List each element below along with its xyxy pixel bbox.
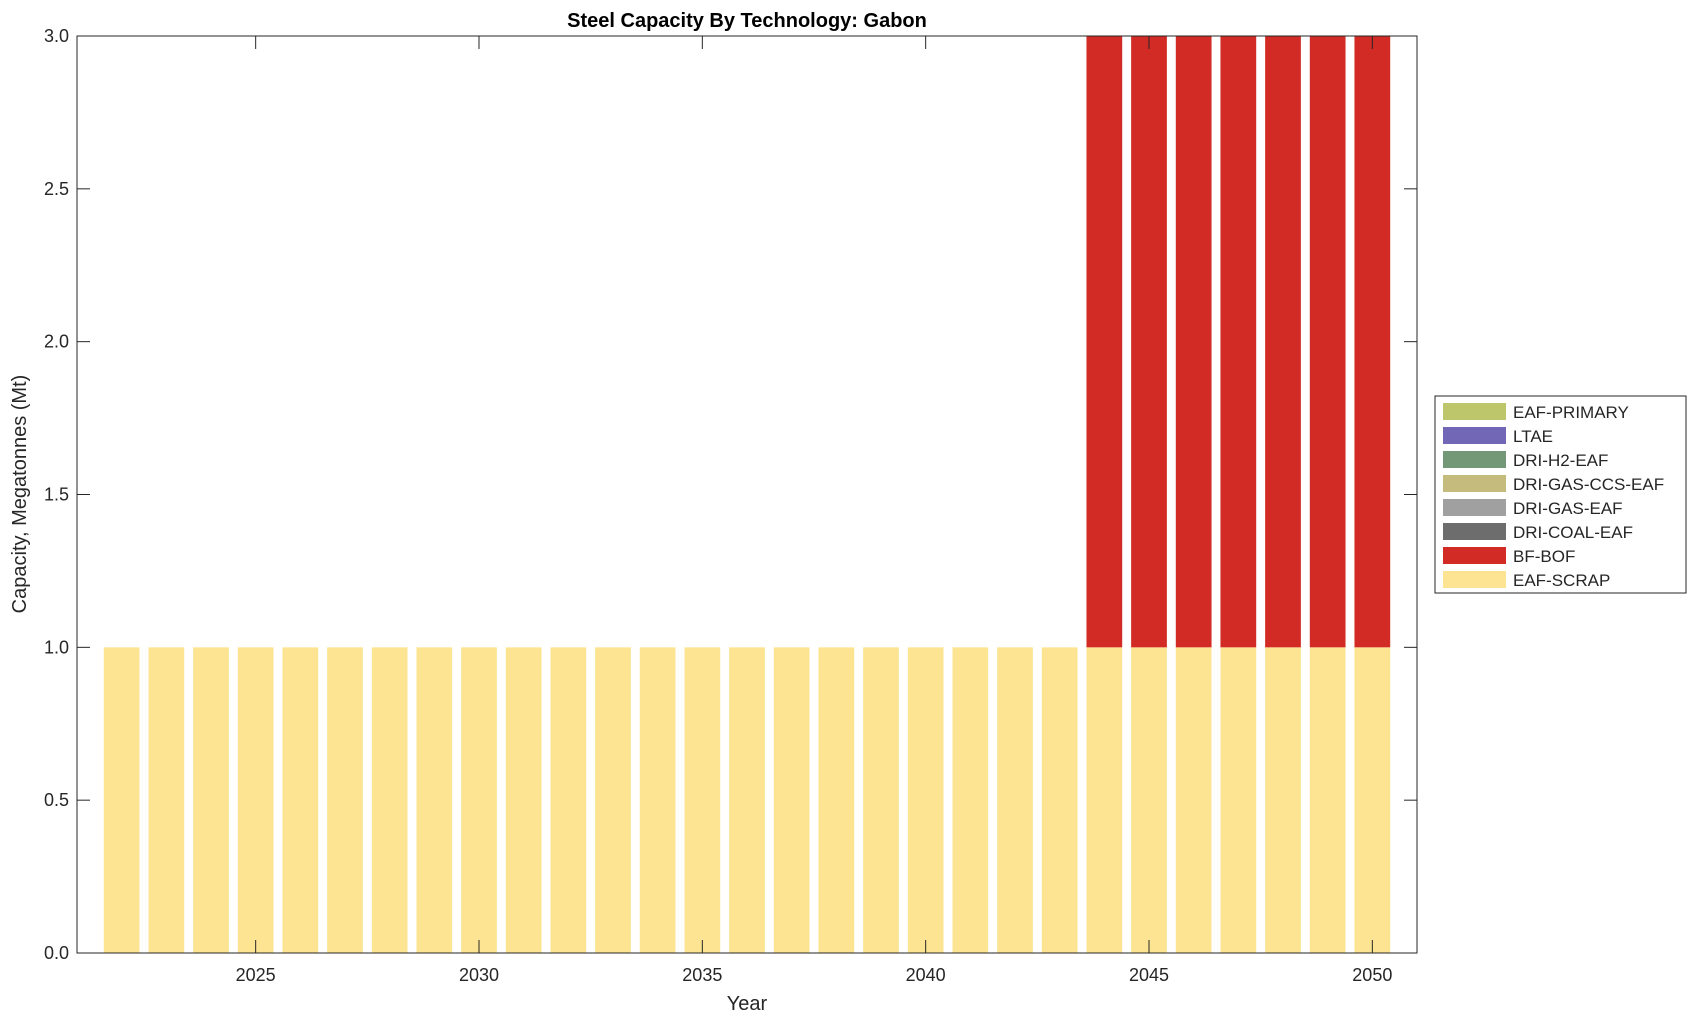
legend-swatch-ltae bbox=[1443, 427, 1506, 444]
legend-label: DRI-GAS-EAF bbox=[1513, 499, 1623, 518]
bar-eaf-scrap-2046 bbox=[1175, 647, 1212, 953]
bar-eaf-scrap-2032 bbox=[550, 647, 587, 953]
bar-bf-bof-2047 bbox=[1220, 36, 1257, 648]
bar-eaf-scrap-2025 bbox=[237, 647, 274, 953]
bar-eaf-scrap-2039 bbox=[863, 647, 899, 953]
bar-eaf-scrap-2036 bbox=[729, 647, 765, 953]
bar-eaf-scrap-2029 bbox=[416, 647, 453, 953]
chart-title: Steel Capacity By Technology: Gabon bbox=[567, 10, 927, 32]
bar-eaf-scrap-2035 bbox=[684, 647, 721, 953]
legend-swatch-dri-gas-eaf bbox=[1443, 499, 1506, 516]
bar-eaf-scrap-2038 bbox=[818, 647, 855, 953]
legend-swatch-dri-coal-eaf bbox=[1443, 523, 1506, 540]
legend-label: LTAE bbox=[1513, 427, 1553, 446]
bar-eaf-scrap-2042 bbox=[997, 647, 1033, 953]
bar-eaf-scrap-2031 bbox=[505, 647, 542, 953]
bars-group bbox=[103, 36, 1391, 953]
axes-group: 2025 2030 2035 2040 2045 2050 0.0 0.5 1.0 1.5 2.0 2… bbox=[44, 26, 1418, 985]
y-tick-label: 0.5 bbox=[44, 790, 69, 810]
x-tick-label: 2030 bbox=[459, 965, 499, 985]
bar-eaf-scrap-2050 bbox=[1354, 647, 1391, 953]
legend-label: BF-BOF bbox=[1513, 547, 1575, 566]
y-tick-label: 2.0 bbox=[44, 332, 69, 352]
x-tick-label: 2035 bbox=[682, 965, 722, 985]
bar-eaf-scrap-2047 bbox=[1220, 647, 1257, 953]
bar-eaf-scrap-2044 bbox=[1086, 647, 1123, 953]
bar-bf-bof-2050 bbox=[1354, 36, 1391, 648]
legend-label: DRI-GAS-CCS-EAF bbox=[1513, 475, 1664, 494]
legend-swatch-bf-bof bbox=[1443, 547, 1506, 564]
y-tick-label: 2.5 bbox=[44, 179, 69, 199]
bar-eaf-scrap-2024 bbox=[193, 647, 229, 953]
bar-eaf-scrap-2028 bbox=[371, 647, 408, 953]
legend-swatch-eaf-primary bbox=[1443, 403, 1506, 420]
bar-bf-bof-2044 bbox=[1086, 36, 1123, 648]
y-tick-label: 1.0 bbox=[44, 637, 69, 657]
legend-label: EAF-PRIMARY bbox=[1513, 403, 1629, 422]
bar-bf-bof-2049 bbox=[1309, 36, 1346, 648]
x-axis-label: Year bbox=[727, 993, 768, 1015]
bar-eaf-scrap-2030 bbox=[461, 647, 497, 953]
bar-eaf-scrap-2022 bbox=[103, 647, 140, 953]
legend-label: EAF-SCRAP bbox=[1513, 571, 1610, 590]
bar-eaf-scrap-2040 bbox=[907, 647, 944, 953]
bar-eaf-scrap-2037 bbox=[773, 647, 810, 953]
x-tick-label: 2040 bbox=[906, 965, 946, 985]
bar-eaf-scrap-2049 bbox=[1309, 647, 1346, 953]
bar-eaf-scrap-2023 bbox=[148, 647, 185, 953]
y-axis-label: Capacity, Megatonnes (Mt) bbox=[9, 375, 31, 614]
y-tick-label: 0.0 bbox=[44, 943, 69, 963]
x-tick-label: 2025 bbox=[236, 965, 276, 985]
bar-eaf-scrap-2048 bbox=[1265, 647, 1301, 953]
legend-swatch-dri-h2-eaf bbox=[1443, 451, 1506, 468]
legend-swatch-dri-gas-ccs-eaf bbox=[1443, 475, 1506, 492]
bar-bf-bof-2048 bbox=[1265, 36, 1301, 648]
x-tick-label: 2045 bbox=[1129, 965, 1169, 985]
bar-eaf-scrap-2026 bbox=[282, 647, 319, 953]
legend-label: DRI-COAL-EAF bbox=[1513, 523, 1633, 542]
legend: EAF-PRIMARY LTAE DRI-H2-EAF DRI-GAS-CCS-EAF… bbox=[1434, 395, 1687, 594]
y-tick-label: 1.5 bbox=[44, 485, 69, 505]
x-tick-label: 2050 bbox=[1352, 965, 1392, 985]
bar-eaf-scrap-2041 bbox=[952, 647, 989, 953]
bar-eaf-scrap-2043 bbox=[1041, 647, 1078, 953]
bar-bf-bof-2045 bbox=[1131, 36, 1167, 648]
bar-eaf-scrap-2027 bbox=[327, 647, 363, 953]
bar-eaf-scrap-2033 bbox=[595, 647, 631, 953]
y-tick-label: 3.0 bbox=[44, 26, 69, 46]
bar-bf-bof-2046 bbox=[1175, 36, 1212, 648]
bar-eaf-scrap-2034 bbox=[639, 647, 676, 953]
legend-label: DRI-H2-EAF bbox=[1513, 451, 1608, 470]
bar-eaf-scrap-2045 bbox=[1131, 647, 1167, 953]
legend-swatch-eaf-scrap bbox=[1443, 571, 1506, 588]
